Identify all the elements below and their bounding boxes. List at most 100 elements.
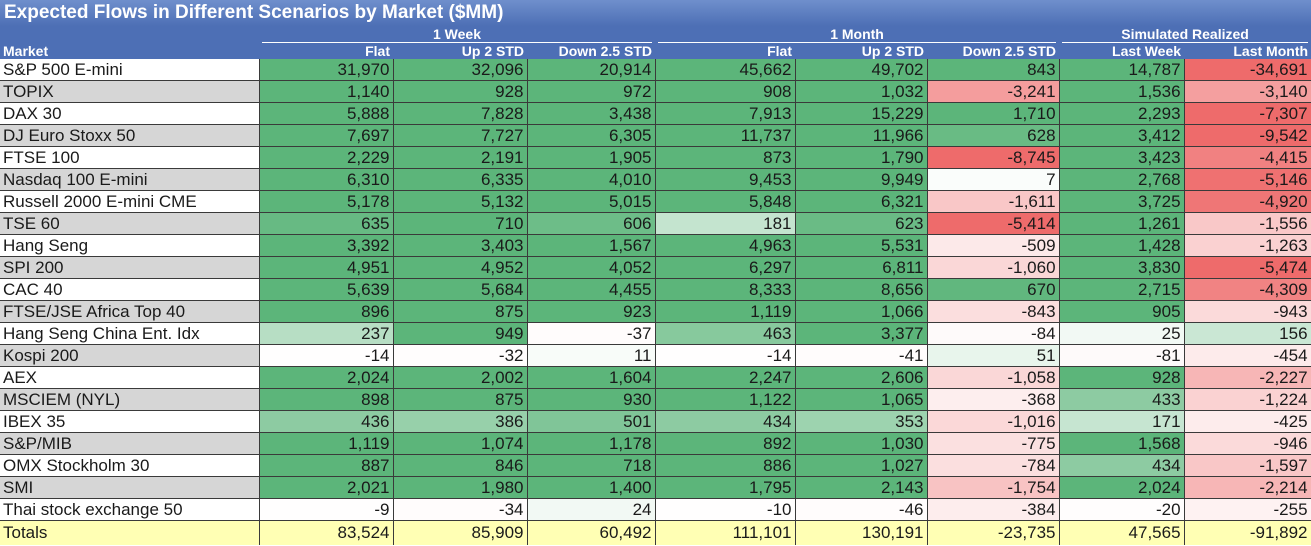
- value-cell-week-down: 24: [527, 498, 656, 521]
- totals-cell-week-down: 60,492: [527, 520, 656, 545]
- value-cell-month-up: 2,143: [795, 476, 928, 499]
- value-cell-month-up: 1,032: [795, 80, 928, 103]
- value-cell-month-flat: 1,119: [655, 300, 796, 323]
- table-row: Nasdaq 100 E-mini 6,310 6,335 4,010 9,453 9,9…: [0, 168, 1311, 191]
- market-name-cell: MSCIEM (NYL): [0, 388, 260, 411]
- value-cell-last-week: 1,536: [1059, 80, 1185, 103]
- value-cell-week-flat: 3,392: [259, 234, 394, 257]
- value-cell-last-month: -7,307: [1184, 102, 1311, 125]
- totals-cell-week-flat: 83,524: [259, 520, 394, 545]
- value-cell-last-month: -5,474: [1184, 256, 1311, 279]
- table-row: CAC 40 5,639 5,684 4,455 8,333 8,656 670 2,715-…: [0, 278, 1311, 301]
- table-row: FTSE/JSE Africa Top 40 896 875 923 1,119 1,06…: [0, 300, 1311, 323]
- value-cell-week-flat: 5,888: [259, 102, 394, 125]
- value-cell-week-up: 949: [393, 322, 528, 345]
- col-header-month-flat: Flat: [655, 43, 795, 59]
- value-cell-last-week: 928: [1059, 366, 1185, 389]
- value-cell-week-up: 5,684: [393, 278, 528, 301]
- value-cell-month-down: -509: [927, 234, 1060, 257]
- value-cell-week-up: 2,191: [393, 146, 528, 169]
- value-cell-last-week: 1,428: [1059, 234, 1185, 257]
- totals-row: Totals 83,524 85,909 60,492 111,101 130,191 -2…: [0, 520, 1311, 545]
- value-cell-month-up: -46: [795, 498, 928, 521]
- value-cell-month-down: -3,241: [927, 80, 1060, 103]
- value-cell-month-down: 843: [927, 59, 1060, 81]
- value-cell-month-down: -1,611: [927, 190, 1060, 213]
- value-cell-month-flat: -14: [655, 344, 796, 367]
- value-cell-last-month: -3,140: [1184, 80, 1311, 103]
- value-cell-week-up: -32: [393, 344, 528, 367]
- value-cell-week-flat: 896: [259, 300, 394, 323]
- value-cell-month-up: 6,321: [795, 190, 928, 213]
- market-name-cell: Hang Seng: [0, 234, 260, 257]
- table-row: Hang Seng 3,392 3,403 1,567 4,963 5,531 -509 1,…: [0, 234, 1311, 257]
- value-cell-month-down: -368: [927, 388, 1060, 411]
- value-cell-last-month: -34,691: [1184, 59, 1311, 81]
- value-cell-last-week: -20: [1059, 498, 1185, 521]
- value-cell-week-up: 928: [393, 80, 528, 103]
- table-row: S&P 500 E-mini 31,970 32,096 20,914 45,662 49…: [0, 59, 1311, 81]
- group-1-month: 1 Month: [655, 26, 1060, 43]
- totals-cell-month-flat: 111,101: [655, 520, 796, 545]
- value-cell-week-down: 1,567: [527, 234, 656, 257]
- value-cell-week-flat: 898: [259, 388, 394, 411]
- value-cell-month-flat: 11,737: [655, 124, 796, 147]
- table-row: SMI 2,021 1,980 1,400 1,795 2,143 -1,754 2,024-…: [0, 476, 1311, 499]
- totals-cell-month-down: -23,735: [927, 520, 1060, 545]
- value-cell-week-down: 606: [527, 212, 656, 235]
- value-cell-month-flat: 434: [655, 410, 796, 433]
- market-name-cell: IBEX 35: [0, 410, 260, 433]
- market-name-cell: S&P 500 E-mini: [0, 59, 260, 81]
- value-cell-month-flat: 8,333: [655, 278, 796, 301]
- value-cell-week-up: 32,096: [393, 59, 528, 81]
- value-cell-week-flat: 31,970: [259, 59, 394, 81]
- value-cell-week-down: 501: [527, 410, 656, 433]
- value-cell-week-flat: 2,021: [259, 476, 394, 499]
- value-cell-week-down: 1,604: [527, 366, 656, 389]
- value-cell-month-down: -775: [927, 432, 1060, 455]
- value-cell-week-down: 11: [527, 344, 656, 367]
- value-cell-week-flat: 887: [259, 454, 394, 477]
- value-cell-last-week: 1,568: [1059, 432, 1185, 455]
- market-name-cell: OMX Stockholm 30: [0, 454, 260, 477]
- col-header-market: Market: [0, 43, 259, 59]
- value-cell-week-down: 6,305: [527, 124, 656, 147]
- value-cell-week-flat: 237: [259, 322, 394, 345]
- market-name-cell: Hang Seng China Ent. Idx: [0, 322, 260, 345]
- value-cell-last-month: -1,597: [1184, 454, 1311, 477]
- value-cell-week-up: 7,828: [393, 102, 528, 125]
- value-cell-week-up: 875: [393, 388, 528, 411]
- value-cell-week-flat: 1,119: [259, 432, 394, 455]
- value-cell-last-month: -946: [1184, 432, 1311, 455]
- group-blank: [0, 26, 259, 43]
- value-cell-last-week: 14,787: [1059, 59, 1185, 81]
- value-cell-week-up: 6,335: [393, 168, 528, 191]
- value-cell-last-week: 3,423: [1059, 146, 1185, 169]
- value-cell-last-month: -1,556: [1184, 212, 1311, 235]
- value-cell-last-week: 3,725: [1059, 190, 1185, 213]
- col-header-week-down: Down 2.5 STD: [527, 43, 655, 59]
- value-cell-week-flat: 4,951: [259, 256, 394, 279]
- value-cell-month-flat: 463: [655, 322, 796, 345]
- value-cell-week-down: 4,052: [527, 256, 656, 279]
- value-cell-month-flat: 45,662: [655, 59, 796, 81]
- value-cell-last-month: -5,146: [1184, 168, 1311, 191]
- market-name-cell: TOPIX: [0, 80, 260, 103]
- value-cell-week-up: 1,074: [393, 432, 528, 455]
- value-cell-month-down: 670: [927, 278, 1060, 301]
- value-cell-month-down: -1,058: [927, 366, 1060, 389]
- table-row: Hang Seng China Ent. Idx 237 949 -37 463 3,37…: [0, 322, 1311, 345]
- table-row: OMX Stockholm 30 887 846 718 886 1,027 -784 434…: [0, 454, 1311, 477]
- value-cell-week-down: 5,015: [527, 190, 656, 213]
- table-row: SPI 200 4,951 4,952 4,052 6,297 6,811 -1,060 3,…: [0, 256, 1311, 279]
- value-cell-month-flat: 7,913: [655, 102, 796, 125]
- col-header-last-month: Last Month: [1184, 43, 1311, 59]
- value-cell-week-up: 5,132: [393, 190, 528, 213]
- value-cell-week-down: 1,178: [527, 432, 656, 455]
- totals-label: Totals: [0, 520, 260, 545]
- value-cell-last-month: 156: [1184, 322, 1311, 345]
- value-cell-month-up: 9,949: [795, 168, 928, 191]
- market-name-cell: SPI 200: [0, 256, 260, 279]
- value-cell-month-flat: 1,122: [655, 388, 796, 411]
- flows-table: 1 Week 1 Month Simulated Realized Market…: [0, 26, 1311, 545]
